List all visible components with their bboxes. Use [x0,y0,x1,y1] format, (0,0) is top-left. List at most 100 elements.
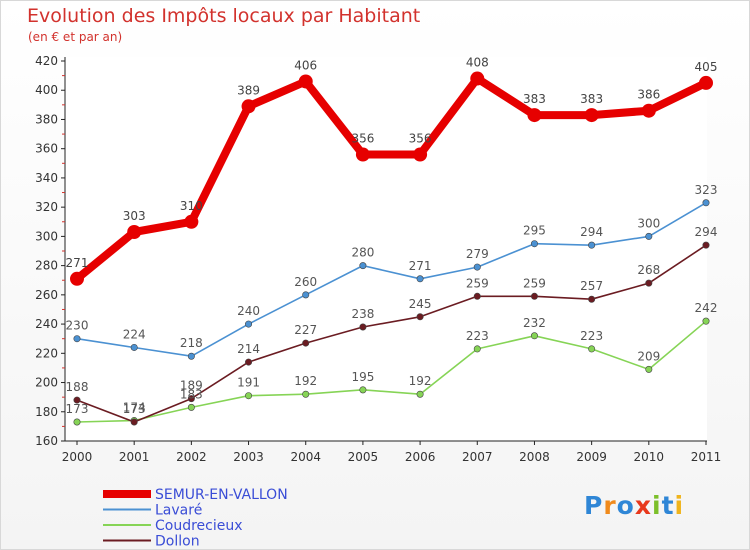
data-label: 310 [180,199,203,213]
y-tick-label: 200 [35,376,58,390]
data-label: 224 [123,327,146,341]
data-label: 259 [523,276,546,290]
data-label: 189 [180,379,203,393]
series-line-semur-en-vallon [73,74,710,283]
data-label: 192 [294,374,317,388]
logo-letter: t [661,491,675,520]
data-point [355,147,370,162]
y-tick-label: 400 [35,83,58,97]
y-tick-label: 340 [35,171,58,185]
data-label: 183 [180,387,203,401]
y-tick-label: 360 [35,142,58,156]
data-point [416,390,424,398]
data-point [187,352,195,360]
data-point [702,241,710,249]
data-point [702,317,710,325]
data-label: 260 [294,275,317,289]
data-label: 232 [523,316,546,330]
data-point [298,74,313,89]
data-point [530,240,538,248]
data-label: 195 [351,370,374,384]
data-label: 245 [409,297,432,311]
data-label: 303 [123,209,146,223]
data-label: 192 [409,374,432,388]
data-label: 218 [180,336,203,350]
data-point [416,313,424,321]
data-point [359,262,367,270]
series-line-lavar- [76,202,707,358]
x-tick-label: 2009 [576,450,607,464]
y-tick-label: 280 [35,259,58,273]
data-label: 191 [237,376,260,390]
data-label: 223 [466,329,489,343]
logo-letter: i [652,491,662,520]
y-tick-label: 160 [35,434,58,448]
data-point [302,390,310,398]
logo-letter: o [616,491,635,520]
series-line-coudrecieux [76,320,707,423]
x-tick-label: 2003 [233,450,264,464]
data-point [413,147,428,162]
data-point [588,295,596,303]
x-tick-label: 2005 [348,450,379,464]
data-point [416,275,424,283]
data-point [245,320,253,328]
data-point [530,332,538,340]
logo-letter: P [584,491,604,520]
data-label: 356 [409,132,432,146]
data-label: 271 [409,259,432,273]
data-label: 259 [466,276,489,290]
data-label: 209 [637,349,660,363]
data-point [530,292,538,300]
data-label: 230 [66,319,89,333]
data-label: 268 [637,263,660,277]
chart-subtitle: (en € et par an) [28,30,123,44]
data-label: 238 [351,307,374,321]
data-label: 383 [580,92,603,106]
y-tick-label: 260 [35,288,58,302]
data-label: 405 [695,60,718,74]
y-tick-label: 300 [35,229,58,243]
legend-label: Dollon [155,534,200,550]
x-tick-label: 2008 [519,450,550,464]
data-label: 227 [294,323,317,337]
data-point [473,292,481,300]
data-point [302,339,310,347]
data-point [70,271,84,286]
legend-label: Coudrecieux [155,518,243,534]
legend-label: SEMUR-EN-VALLON [155,487,288,503]
data-point [645,232,653,240]
x-tick-label: 2010 [634,450,665,464]
data-label: 280 [351,246,374,260]
data-label: 294 [695,225,718,239]
data-label: 271 [66,256,89,270]
x-tick-label: 2004 [290,450,321,464]
data-point [527,108,542,123]
data-point [73,396,81,404]
series-line-dollon [76,244,707,423]
data-point [470,71,485,86]
logo-letter: r [603,491,617,520]
data-point [241,99,256,114]
data-label: 223 [580,329,603,343]
x-tick-label: 2006 [405,450,436,464]
data-label: 214 [237,342,260,356]
x-tick-label: 2011 [691,450,722,464]
data-label: 408 [466,56,489,70]
data-point [473,263,481,271]
data-label: 295 [523,224,546,238]
data-label: 173 [123,402,146,416]
data-point [245,358,253,366]
data-label: 406 [294,58,317,72]
y-tick-label: 240 [35,317,58,331]
data-point [588,345,596,353]
data-point [699,75,713,90]
y-tick-label: 220 [35,346,58,360]
proxiti-logo: Proxiti [584,491,684,520]
y-tick-label: 380 [35,112,58,126]
x-tick-label: 2001 [119,450,150,464]
data-label: 188 [66,380,89,394]
x-tick-label: 2000 [62,450,93,464]
data-label: 174 [123,401,146,415]
